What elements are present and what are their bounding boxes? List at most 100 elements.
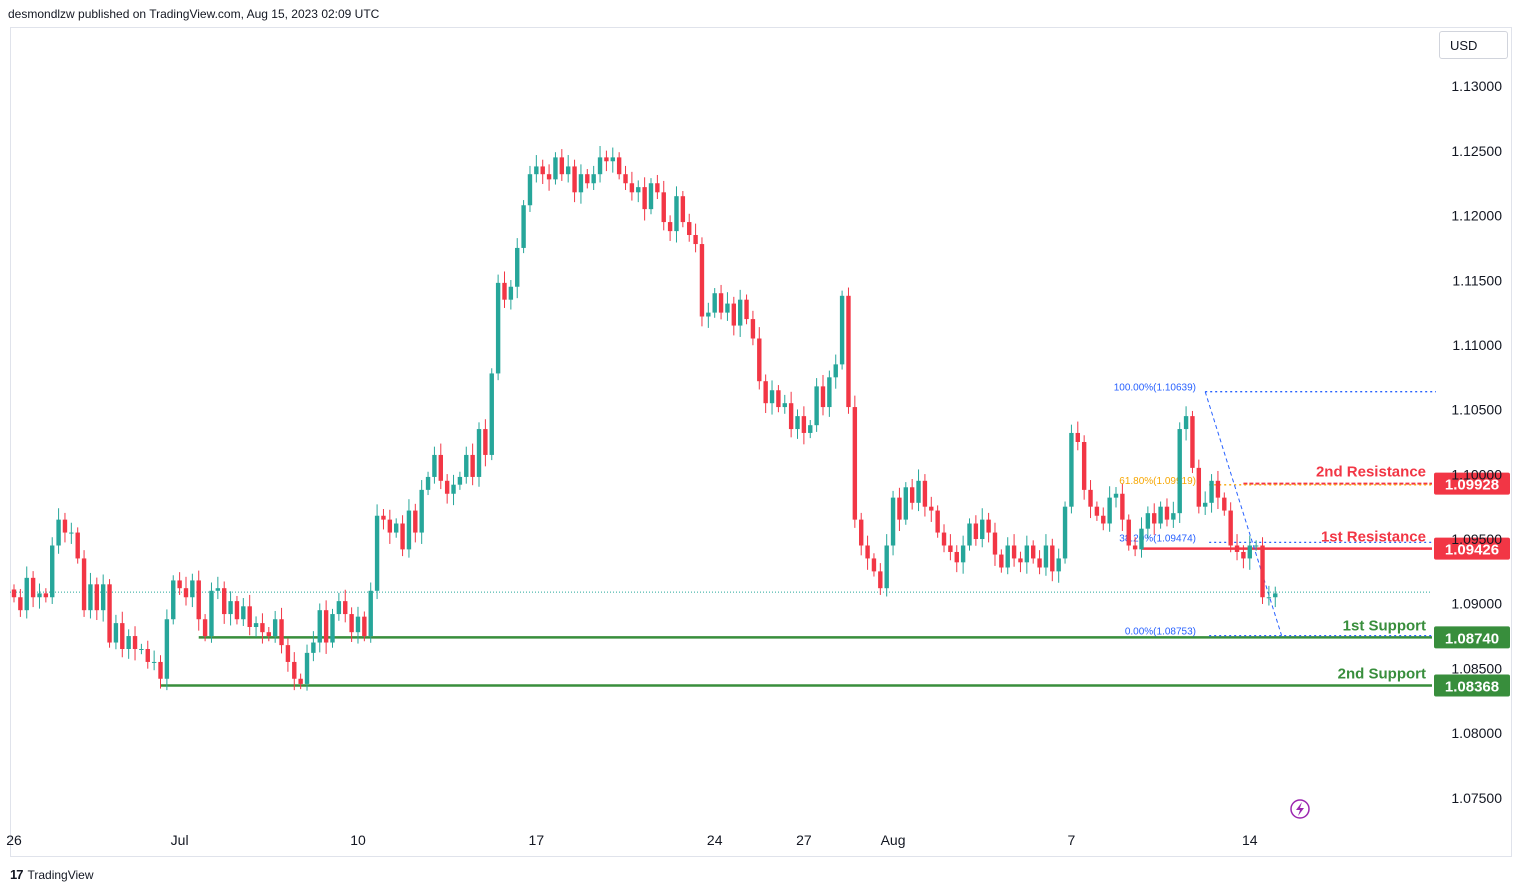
- level-texts: 2nd Resistance 1.09928 1st Resistance 1.094…: [1316, 464, 1510, 697]
- level-price-badge: [1434, 626, 1510, 649]
- candle-body: [69, 532, 74, 534]
- candle-body: [1011, 545, 1017, 559]
- candle-body: [1247, 545, 1252, 559]
- candle-body: [935, 510, 940, 533]
- candle-body: [986, 519, 991, 533]
- candle-body: [795, 416, 800, 430]
- candle-body: [712, 293, 717, 313]
- candle-body: [177, 580, 182, 589]
- candle-body: [1005, 545, 1010, 568]
- candle-body: [253, 623, 259, 628]
- candle-body: [731, 303, 737, 326]
- candle-body: [196, 580, 201, 620]
- candle-body: [808, 425, 813, 433]
- candle-body: [425, 476, 431, 490]
- candle-body: [814, 386, 819, 426]
- candle-body: [508, 286, 514, 300]
- candle-body: [782, 403, 787, 408]
- candle-body: [718, 293, 724, 313]
- candle-body: [183, 588, 189, 598]
- candle-body: [113, 623, 119, 643]
- y-tick-label: 1.11500: [1452, 272, 1502, 288]
- candle-body: [591, 174, 596, 184]
- candle-body: [222, 588, 227, 615]
- level-lines: [160, 482, 1432, 687]
- candle-body: [18, 597, 23, 611]
- candle-body: [1069, 432, 1074, 507]
- candle-body: [1107, 497, 1112, 524]
- candle-body: [1094, 506, 1100, 516]
- candle-body: [241, 606, 246, 620]
- candle-body: [362, 616, 367, 637]
- candle-body: [24, 577, 29, 611]
- candle-body: [419, 489, 424, 533]
- level-name: 2nd Resistance: [1316, 464, 1426, 481]
- candle-body: [610, 157, 615, 162]
- candle-body: [457, 476, 463, 485]
- x-tick-label: 7: [1068, 832, 1076, 848]
- candle-body: [489, 373, 494, 455]
- candle-body: [1113, 493, 1119, 498]
- time-axis[interactable]: 26 Jul 10 17 24 27 Aug 7 14: [6, 832, 1258, 848]
- candle-body: [820, 386, 826, 408]
- candle-body: [757, 338, 762, 382]
- candle-body: [604, 157, 609, 162]
- level-price-label: 1.09426: [1445, 542, 1499, 559]
- candle-body: [890, 497, 896, 546]
- candle-body: [279, 619, 284, 646]
- candle-body: [139, 649, 144, 650]
- candle-body: [871, 558, 877, 572]
- candle-body: [559, 157, 565, 175]
- candle-body: [655, 183, 660, 193]
- candle-body: [81, 558, 87, 611]
- candle-body: [546, 174, 552, 180]
- currency-selector[interactable]: USD: [1439, 31, 1508, 59]
- candle-body: [839, 295, 845, 365]
- candle-body: [495, 282, 501, 374]
- candle-body: [687, 222, 692, 235]
- candle-body: [50, 545, 55, 598]
- candle-body: [1164, 506, 1170, 520]
- fib-level-label: 38.20%(1.09474): [1119, 533, 1196, 544]
- candle-body: [1241, 551, 1246, 559]
- candle-body: [75, 532, 80, 559]
- candle-body: [285, 645, 291, 662]
- candle-body: [515, 247, 520, 287]
- candle-body: [960, 545, 966, 563]
- candle-body: [349, 614, 354, 633]
- candle-body: [1202, 502, 1208, 507]
- level-name: 1st Support: [1343, 617, 1426, 634]
- candle-body: [565, 166, 571, 175]
- footer-brand-label: TradingView: [27, 867, 94, 882]
- candle-body: [343, 601, 348, 615]
- candle-body: [674, 196, 679, 232]
- y-tick-label: 1.11000: [1452, 337, 1502, 353]
- candle-body: [553, 157, 558, 180]
- candle-body: [1126, 519, 1131, 546]
- candle-body: [865, 545, 870, 559]
- candle-body: [648, 183, 654, 210]
- candle-body: [903, 487, 908, 520]
- lightning-icon[interactable]: [1290, 799, 1310, 819]
- candle-body: [381, 515, 386, 520]
- candle-body: [483, 429, 488, 455]
- candle-body: [317, 610, 322, 643]
- candle-body: [1050, 545, 1055, 572]
- candle-body: [120, 623, 125, 649]
- candle-body: [158, 661, 163, 679]
- candle-body: [355, 616, 361, 633]
- x-tick-label: 10: [350, 832, 366, 848]
- candle-body: [616, 157, 622, 175]
- price-axis[interactable]: 1.13000 1.12500 1.12000 1.11500 1.11000 1.105…: [1451, 78, 1502, 806]
- candle-body: [776, 390, 781, 408]
- candle-body: [1158, 506, 1163, 524]
- publisher-line: desmondlzw published on TradingView.com,…: [8, 7, 380, 21]
- candle-body: [292, 661, 297, 679]
- footer-brand[interactable]: 17 TradingView: [10, 867, 94, 882]
- candles: [11, 145, 1278, 691]
- candle-body: [234, 601, 240, 620]
- candle-body: [368, 590, 373, 637]
- candle-body: [37, 593, 42, 598]
- candle-body: [578, 174, 584, 193]
